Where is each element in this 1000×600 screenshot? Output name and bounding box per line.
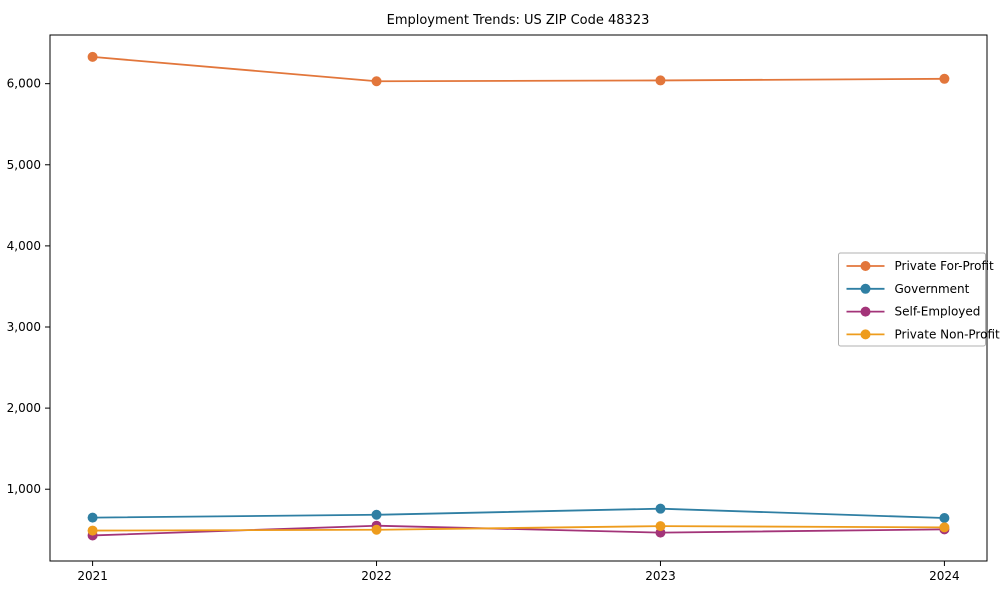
data-point-private-for-profit <box>655 75 666 86</box>
x-tick-label: 2024 <box>929 569 960 583</box>
data-point-private-non-profit <box>655 521 666 532</box>
legend-marker-self-employed <box>860 306 871 317</box>
legend-label-government: Government <box>895 282 970 296</box>
data-point-government <box>655 503 666 514</box>
plot-area: 1,000 2,000 3,000 4,000 5,000 6,000 2021 2022 20… <box>7 34 1000 583</box>
y-tick-label: 1,000 <box>7 482 41 496</box>
y-tick-label: 5,000 <box>7 158 41 172</box>
data-point-private-for-profit <box>939 73 950 84</box>
chart-title: Employment Trends: US ZIP Code 48323 <box>387 13 650 28</box>
series-line-private-for-profit <box>92 56 945 83</box>
legend-box <box>838 252 986 347</box>
x-tick-label: 2022 <box>361 569 392 583</box>
data-point-private-non-profit <box>371 524 382 535</box>
data-point-private-for-profit <box>87 51 98 62</box>
legend-marker-private-non-profit <box>860 329 871 340</box>
y-tick-label: 2,000 <box>7 401 41 415</box>
series-line-private-non-profit <box>92 525 945 532</box>
y-tick-label: 4,000 <box>7 239 41 253</box>
data-point-private-for-profit <box>371 76 382 87</box>
series-line-government <box>92 507 945 519</box>
x-tick-label: 2023 <box>645 569 676 583</box>
data-point-private-non-profit <box>87 525 98 536</box>
legend-marker-private-for-profit <box>860 261 871 271</box>
legend-marker-government <box>860 283 871 294</box>
data-point-government <box>87 512 98 523</box>
legend-label-private-for-profit: Private For-Profit <box>895 259 995 273</box>
data-point-private-non-profit <box>939 522 950 533</box>
y-tick-label: 3,000 <box>7 320 41 334</box>
axes-spines <box>49 34 988 562</box>
data-point-government <box>371 509 382 520</box>
data-point-government <box>939 513 950 524</box>
x-tick-label: 2021 <box>77 569 108 583</box>
legend-label-private-non-profit: Private Non-Profit <box>895 327 1000 341</box>
y-tick-label: 6,000 <box>7 77 41 91</box>
legend-label-self-employed: Self-Employed <box>895 305 981 319</box>
